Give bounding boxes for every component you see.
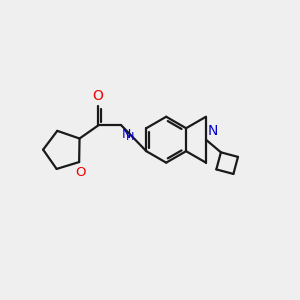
Text: H: H: [126, 132, 134, 142]
Text: O: O: [75, 166, 86, 179]
Text: N: N: [122, 128, 131, 141]
Text: N: N: [207, 124, 218, 138]
Text: O: O: [92, 89, 103, 103]
